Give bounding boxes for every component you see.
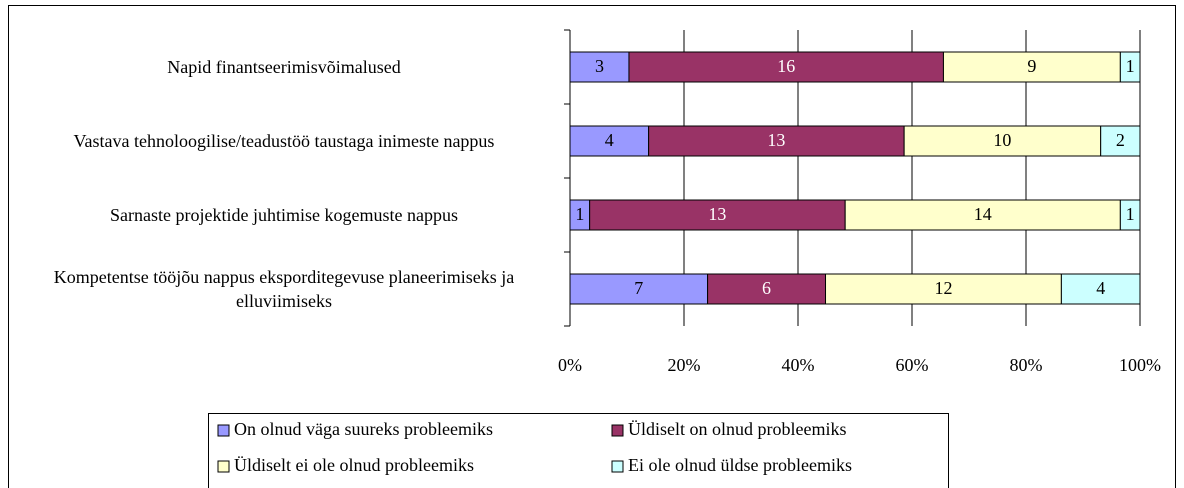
data-label: 9 [1027, 56, 1036, 76]
data-label: 14 [974, 204, 992, 224]
legend-swatch [611, 460, 624, 473]
y-tick-label: Vastava tehnoloogilise/teadustöö taustag… [73, 131, 495, 151]
data-label: 1 [1126, 56, 1135, 76]
data-label: 10 [993, 130, 1011, 150]
data-label: 1 [575, 204, 584, 224]
data-label: 1 [1126, 204, 1135, 224]
data-label: 2 [1116, 130, 1125, 150]
legend-label: Ei ole olnud üldse probleemiks [628, 455, 852, 475]
bar-segment [1060, 273, 1141, 305]
data-label: 3 [595, 56, 604, 76]
x-tick-label: 40% [782, 355, 815, 375]
bar-segment [1119, 199, 1141, 231]
x-tick-label: 100% [1119, 355, 1161, 375]
data-label: 4 [605, 130, 614, 150]
chart-frame [8, 5, 1176, 488]
bar-segment [648, 125, 905, 157]
y-tick-label: Napid finantseerimisvõimalused [167, 57, 401, 77]
legend-box [208, 413, 949, 488]
data-label: 13 [767, 130, 785, 150]
y-tick-label: Sarnaste projektide juhtimise kogemuste … [110, 205, 458, 225]
bar-segment [707, 273, 827, 305]
legend-label: On olnud väga suureks probleemiks [234, 419, 493, 439]
bar-segment [1119, 51, 1141, 83]
bar-segment [569, 125, 650, 157]
x-tick-label: 80% [1010, 355, 1043, 375]
data-label: 7 [634, 278, 643, 298]
data-label: 6 [762, 278, 771, 298]
legend-swatch [217, 460, 230, 473]
x-tick-label: 60% [896, 355, 929, 375]
bar-segment [942, 51, 1121, 83]
data-label: 12 [934, 278, 952, 298]
legend-swatch [217, 424, 230, 437]
data-label: 13 [708, 204, 726, 224]
bar-segment [569, 273, 709, 305]
bar-segment [589, 199, 846, 231]
bar-segment [1100, 125, 1141, 157]
bar-segment [628, 51, 944, 83]
bar-segment [903, 125, 1102, 157]
data-label: 4 [1096, 278, 1105, 298]
x-tick-label: 20% [668, 355, 701, 375]
legend-label: Üldiselt on olnud probleemiks [628, 419, 846, 439]
x-tick-label: 0% [558, 355, 582, 375]
data-label: 16 [777, 56, 795, 76]
legend-label: Üldiselt ei ole olnud probleemiks [234, 455, 474, 475]
bar-segment [844, 199, 1121, 231]
y-tick-label: Kompetentse tööjõu nappus eksporditegevu… [53, 267, 515, 311]
bar-segment [569, 51, 630, 83]
bar-segment [825, 273, 1062, 305]
legend-swatch [611, 424, 624, 437]
